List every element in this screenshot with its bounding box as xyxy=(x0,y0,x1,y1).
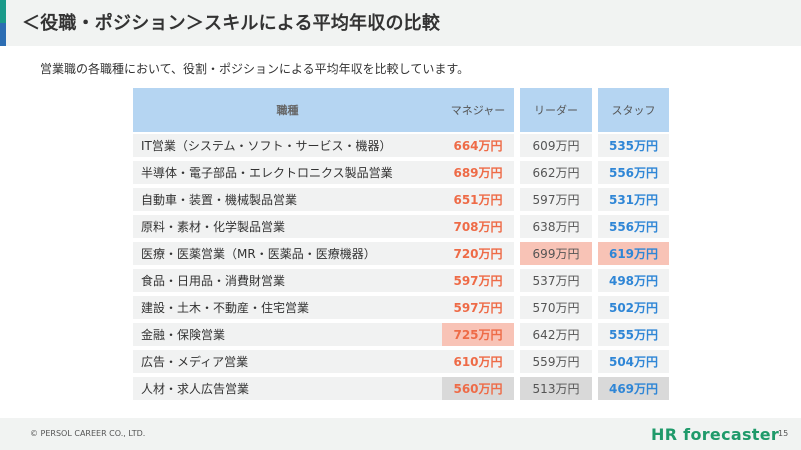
leader-salary-cell: 537万円 xyxy=(520,267,592,294)
cell-gap xyxy=(592,267,598,294)
table-row: 金融・保険営業 725万円 642万円 555万円 xyxy=(133,321,669,348)
staff-salary-cell: 498万円 xyxy=(598,267,669,294)
cell-gap xyxy=(592,132,598,159)
job-name-cell: 医療・医薬営業（MR・医薬品・医療機器） xyxy=(133,240,442,267)
column-header-staff: スタッフ xyxy=(598,88,669,132)
job-name-cell: 半導体・電子部品・エレクトロニクス製品営業 xyxy=(133,159,442,186)
leader-salary-cell: 559万円 xyxy=(520,348,592,375)
manager-salary-cell: 708万円 xyxy=(442,213,514,240)
column-header-job: 職種 xyxy=(133,88,442,132)
leader-salary-cell: 642万円 xyxy=(520,321,592,348)
page-subtitle: 営業職の各職種において、役割・ポジションによる平均年収を比較しています。 xyxy=(40,62,470,76)
staff-salary-cell: 531万円 xyxy=(598,186,669,213)
cell-gap xyxy=(514,159,520,186)
salary-comparison-table: 職種 マネジャー リーダー スタッフ IT営業（システム・ソフト・サービス・機器… xyxy=(133,88,669,402)
cell-gap xyxy=(514,186,520,213)
accent-block-teal xyxy=(0,0,6,23)
manager-salary-cell: 597万円 xyxy=(442,294,514,321)
leader-salary-cell-max: 699万円 xyxy=(520,240,592,267)
staff-salary-cell-min: 469万円 xyxy=(598,375,669,402)
accent-block-blue xyxy=(0,23,6,46)
table-row: 自動車・装置・機械製品営業 651万円 597万円 531万円 xyxy=(133,186,669,213)
leader-salary-cell: 638万円 xyxy=(520,213,592,240)
cell-gap xyxy=(514,132,520,159)
manager-salary-cell: 651万円 xyxy=(442,186,514,213)
cell-gap xyxy=(514,213,520,240)
leader-salary-cell: 662万円 xyxy=(520,159,592,186)
header-accent xyxy=(0,0,6,46)
cell-gap xyxy=(514,240,520,267)
cell-gap xyxy=(514,375,520,402)
cell-gap xyxy=(592,213,598,240)
cell-gap xyxy=(592,186,598,213)
slide-header: ＜役職・ポジション＞スキルによる平均年収の比較 xyxy=(0,0,801,46)
leader-salary-cell: 570万円 xyxy=(520,294,592,321)
cell-gap xyxy=(592,240,598,267)
job-name-cell: 金融・保険営業 xyxy=(133,321,442,348)
staff-salary-cell: 556万円 xyxy=(598,213,669,240)
column-header-leader: リーダー xyxy=(520,88,592,132)
manager-salary-cell-min: 560万円 xyxy=(442,375,514,402)
manager-salary-cell: 720万円 xyxy=(442,240,514,267)
cell-gap xyxy=(514,267,520,294)
staff-salary-cell-max: 619万円 xyxy=(598,240,669,267)
job-name-cell: 広告・メディア営業 xyxy=(133,348,442,375)
cell-gap xyxy=(514,321,520,348)
job-name-cell: 人材・求人広告営業 xyxy=(133,375,442,402)
manager-salary-cell: 664万円 xyxy=(442,132,514,159)
footer-bar xyxy=(0,418,801,450)
table-row: 医療・医薬営業（MR・医薬品・医療機器） 720万円 699万円 619万円 xyxy=(133,240,669,267)
column-header-manager: マネジャー xyxy=(442,88,514,132)
table-row: 食品・日用品・消費財営業 597万円 537万円 498万円 xyxy=(133,267,669,294)
table-header-row: 職種 マネジャー リーダー スタッフ xyxy=(133,88,669,132)
leader-salary-cell: 597万円 xyxy=(520,186,592,213)
table-row: IT営業（システム・ソフト・サービス・機器） 664万円 609万円 535万円 xyxy=(133,132,669,159)
cell-gap xyxy=(514,348,520,375)
table-row: 半導体・電子部品・エレクトロニクス製品営業 689万円 662万円 556万円 xyxy=(133,159,669,186)
cell-gap xyxy=(592,375,598,402)
job-name-cell: 建設・土木・不動産・住宅営業 xyxy=(133,294,442,321)
staff-salary-cell: 502万円 xyxy=(598,294,669,321)
staff-salary-cell: 504万円 xyxy=(598,348,669,375)
job-name-cell: 自動車・装置・機械製品営業 xyxy=(133,186,442,213)
cell-gap xyxy=(592,159,598,186)
copyright-text: © PERSOL CAREER CO., LTD. xyxy=(30,429,146,438)
job-name-cell: 食品・日用品・消費財営業 xyxy=(133,267,442,294)
cell-gap xyxy=(514,294,520,321)
staff-salary-cell: 556万円 xyxy=(598,159,669,186)
page-number: 15 xyxy=(778,429,789,438)
cell-gap xyxy=(592,348,598,375)
manager-salary-cell: 597万円 xyxy=(442,267,514,294)
cell-gap xyxy=(592,294,598,321)
staff-salary-cell: 555万円 xyxy=(598,321,669,348)
cell-gap xyxy=(592,321,598,348)
hr-forecaster-logo: HR forecaster xyxy=(651,425,780,444)
staff-salary-cell: 535万円 xyxy=(598,132,669,159)
manager-salary-cell: 689万円 xyxy=(442,159,514,186)
table-row: 人材・求人広告営業 560万円 513万円 469万円 xyxy=(133,375,669,402)
leader-salary-cell: 609万円 xyxy=(520,132,592,159)
page-title: ＜役職・ポジション＞スキルによる平均年収の比較 xyxy=(22,13,441,34)
table-row: 広告・メディア営業 610万円 559万円 504万円 xyxy=(133,348,669,375)
manager-salary-cell: 610万円 xyxy=(442,348,514,375)
leader-salary-cell-min: 513万円 xyxy=(520,375,592,402)
manager-salary-cell-max: 725万円 xyxy=(442,321,514,348)
job-name-cell: IT営業（システム・ソフト・サービス・機器） xyxy=(133,132,442,159)
job-name-cell: 原料・素材・化学製品営業 xyxy=(133,213,442,240)
table-row: 建設・土木・不動産・住宅営業 597万円 570万円 502万円 xyxy=(133,294,669,321)
table-row: 原料・素材・化学製品営業 708万円 638万円 556万円 xyxy=(133,213,669,240)
